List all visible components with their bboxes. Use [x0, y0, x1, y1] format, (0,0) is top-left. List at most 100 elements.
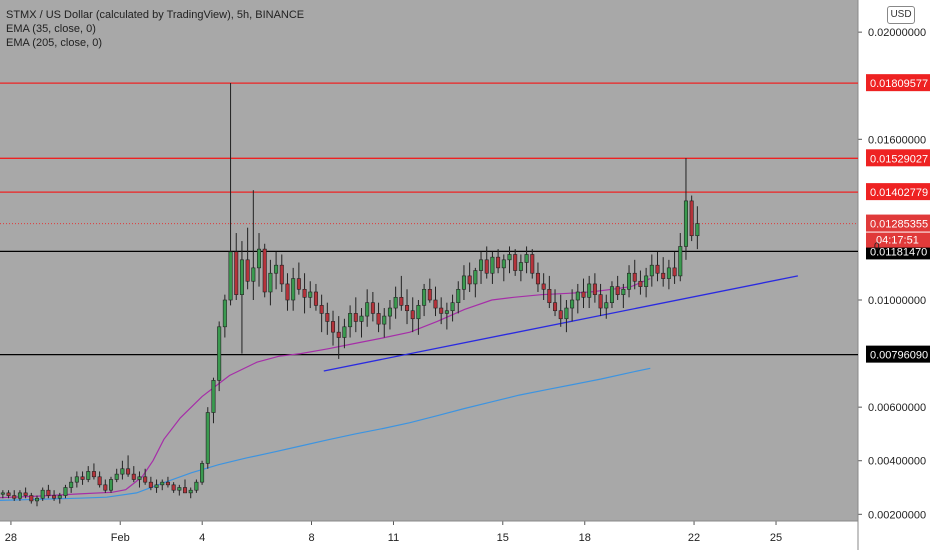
x-tick-label: 15 [497, 532, 509, 544]
candle-body [632, 272, 637, 282]
price-axis[interactable] [858, 0, 932, 550]
candle-body [399, 297, 404, 306]
candle-body [165, 481, 170, 486]
candle-body [46, 489, 51, 496]
candle-body [621, 288, 626, 295]
legend: STMX / US Dollar (calculated by TradingV… [6, 8, 304, 50]
candle-body [74, 476, 79, 483]
candle-body [427, 288, 432, 301]
candle-body [456, 288, 461, 303]
candle-body [291, 278, 296, 301]
y-tick-label: 0.01000000 [868, 295, 926, 307]
candle-body [416, 305, 421, 320]
candle-body [581, 291, 586, 298]
candle-body [615, 286, 620, 295]
candle-body [245, 259, 250, 282]
candle-body [570, 299, 575, 309]
candle-body [143, 476, 148, 483]
candle-body [353, 313, 358, 322]
y-tick-label: 0.02000000 [868, 27, 926, 39]
candle-body [365, 302, 370, 317]
x-tick-label: 8 [308, 532, 314, 544]
candle-body [689, 200, 694, 237]
candle-body [205, 412, 210, 464]
candle-body [541, 283, 546, 290]
last-price-label: 0.01285355 [870, 219, 928, 231]
candle-body [131, 473, 136, 480]
candle-body [473, 270, 478, 285]
candle-body [23, 492, 28, 496]
ema205-line[interactable] [0, 367, 651, 501]
x-tick-label: 28 [5, 532, 17, 544]
candle-body [91, 471, 96, 478]
candle-body [57, 495, 62, 499]
candle-body [507, 254, 512, 261]
candle-body [69, 481, 74, 488]
candle-body [6, 492, 11, 496]
candle-body [217, 326, 222, 381]
candle-body [308, 291, 313, 298]
countdown-tag [866, 232, 930, 248]
currency-button[interactable]: USD [887, 6, 915, 24]
level-price-label: 0.01529027 [870, 153, 928, 165]
candle-body [370, 302, 375, 314]
candle-body [672, 267, 677, 277]
candle-body [160, 481, 165, 486]
candle-body [422, 288, 427, 306]
level-price-tag [866, 149, 930, 167]
y-tick-label: 0.00200000 [868, 509, 926, 521]
x-tick-label: Feb [111, 532, 130, 544]
candle-body [433, 299, 438, 309]
candle-body [251, 267, 256, 282]
last-price-tag [866, 214, 930, 232]
candle-body [120, 468, 125, 475]
candle-body [325, 313, 330, 322]
candle-body [604, 302, 609, 309]
candle-body [108, 479, 114, 491]
candle-body [0, 492, 5, 495]
y-tick-label: 0.00600000 [868, 402, 926, 414]
candle-body [103, 484, 108, 491]
candle-body [638, 280, 643, 287]
candle-body [564, 307, 569, 320]
level-price-label: 0.01402779 [870, 187, 928, 199]
y-tick-label: 0.00400000 [868, 456, 926, 468]
candle-body [587, 283, 592, 298]
candle-body [461, 275, 466, 290]
candle-body [319, 305, 324, 314]
candle-body [17, 492, 22, 499]
candle-body [490, 256, 495, 274]
candle-body [228, 251, 233, 301]
indicator-ema35[interactable]: EMA (35, close, 0) [6, 23, 96, 35]
candle-body [274, 264, 279, 274]
candle-body [239, 259, 244, 295]
candle-body [342, 326, 347, 338]
y-tick-label: 0.01600000 [868, 134, 926, 146]
candle-body [382, 315, 387, 325]
candle-body [644, 275, 649, 287]
time-axis[interactable] [0, 521, 858, 550]
indicator-ema205[interactable]: EMA (205, close, 0) [6, 37, 102, 49]
level-price-tag [866, 74, 930, 92]
chart-title: STMX / US Dollar (calculated by TradingV… [6, 9, 305, 21]
candle-body [695, 223, 700, 237]
candle-body [393, 297, 398, 309]
candle-body [262, 248, 267, 293]
candle-body [524, 254, 529, 263]
candle-body [171, 484, 176, 491]
candle-body [200, 463, 205, 483]
plot-area[interactable] [0, 0, 858, 521]
x-tick-label: 4 [199, 532, 205, 544]
candle-body [296, 278, 301, 290]
candle-body [348, 313, 353, 328]
level-price-label: 0.01809577 [870, 78, 928, 90]
candle-body [137, 476, 142, 480]
candle-body [257, 248, 262, 269]
candle-body [558, 310, 563, 320]
level-price-label: 0.01181470 [870, 246, 927, 258]
candle-body [484, 259, 489, 274]
candle-body [405, 305, 410, 312]
candle-body [683, 200, 688, 247]
